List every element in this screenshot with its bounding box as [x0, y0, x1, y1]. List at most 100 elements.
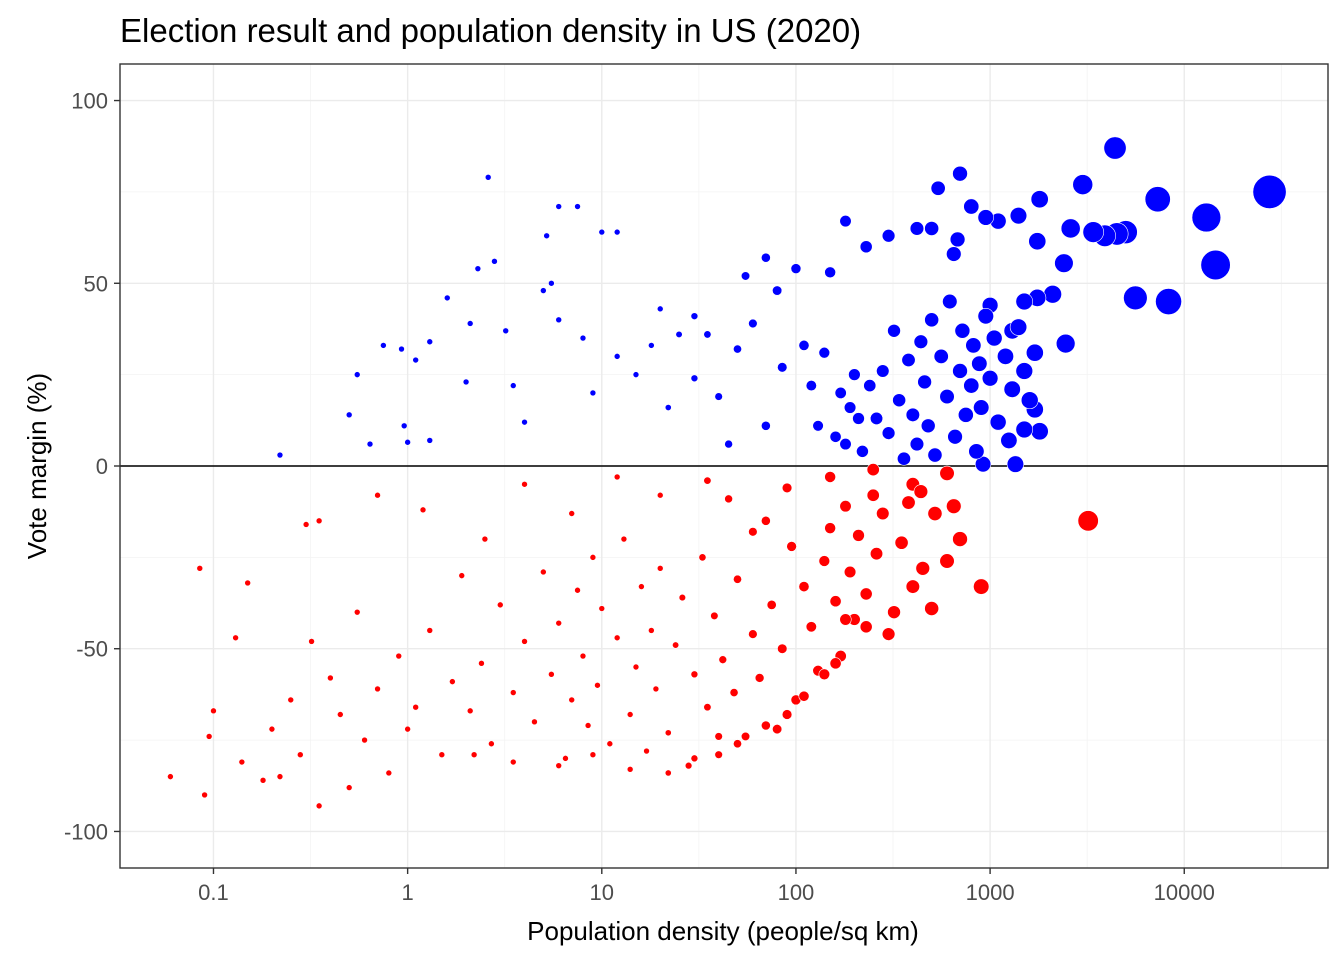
data-point	[913, 334, 929, 349]
data-point	[754, 673, 765, 683]
data-point	[385, 769, 393, 777]
data-point	[353, 608, 361, 616]
data-point	[496, 601, 504, 609]
data-point	[714, 392, 723, 401]
data-point	[703, 703, 712, 712]
data-point	[521, 480, 528, 488]
data-point	[443, 294, 451, 302]
data-point	[859, 587, 873, 601]
data-point	[555, 203, 563, 210]
data-point	[818, 668, 831, 681]
data-point	[589, 554, 597, 561]
data-point	[974, 456, 992, 473]
data-point	[481, 535, 489, 543]
data-point	[843, 401, 857, 414]
data-point	[488, 740, 495, 748]
data-point	[798, 581, 810, 593]
data-point	[395, 652, 403, 660]
data-point	[1015, 292, 1034, 311]
data-point	[927, 506, 943, 521]
data-point	[952, 531, 968, 547]
data-point	[714, 750, 723, 759]
data-point	[509, 758, 517, 766]
data-point	[869, 411, 884, 426]
data-point	[856, 445, 869, 458]
data-point	[509, 382, 517, 389]
data-point	[297, 751, 304, 759]
data-point	[881, 627, 896, 641]
data-point	[913, 484, 929, 499]
data-point	[1054, 253, 1074, 273]
data-point	[268, 725, 276, 733]
data-point	[449, 678, 456, 685]
data-point	[543, 232, 550, 240]
data-point	[579, 334, 587, 342]
data-point	[733, 739, 742, 749]
x-axis-title: Population density (people/sq km)	[527, 916, 919, 946]
data-point	[1077, 510, 1099, 532]
data-point	[724, 439, 733, 449]
data-point	[863, 379, 877, 393]
axis-ticks: 0.1 1 10 100 1000 10000 100 50 0 -50 -100	[64, 89, 1215, 905]
data-point	[244, 579, 251, 587]
data-point	[400, 422, 408, 430]
data-point	[798, 339, 810, 351]
data-point	[981, 370, 999, 387]
data-point	[869, 547, 884, 561]
data-point	[876, 364, 890, 378]
y-axis-title: Vote margin (%)	[22, 373, 52, 559]
data-point	[917, 374, 932, 390]
data-point	[710, 611, 719, 620]
data-point	[594, 681, 601, 689]
data-point	[426, 338, 434, 346]
data-point	[892, 393, 907, 408]
data-point	[374, 685, 381, 693]
data-point	[404, 725, 411, 733]
data-point	[568, 510, 576, 517]
data-point	[740, 731, 751, 742]
data-point	[829, 657, 842, 670]
data-point	[973, 578, 990, 595]
data-point	[766, 599, 777, 610]
data-point	[470, 751, 478, 759]
data-point	[690, 670, 699, 679]
data-point	[675, 330, 683, 339]
data-point	[398, 345, 405, 353]
data-point	[760, 420, 771, 431]
data-point	[834, 386, 847, 399]
data-point	[748, 629, 758, 639]
data-point	[1144, 186, 1171, 213]
data-point	[887, 323, 901, 338]
data-point	[852, 412, 865, 425]
data-point	[690, 374, 699, 383]
data-point	[308, 638, 315, 645]
data-point	[740, 271, 751, 281]
data-point	[946, 246, 962, 262]
data-point	[548, 671, 555, 678]
data-points	[167, 136, 1287, 810]
data-point	[939, 465, 955, 481]
data-point	[574, 203, 581, 210]
data-point	[613, 228, 621, 236]
data-point	[626, 711, 634, 718]
data-point	[521, 638, 528, 645]
data-point	[374, 491, 381, 499]
data-point	[672, 641, 680, 649]
data-point	[478, 660, 485, 667]
data-point	[345, 784, 353, 791]
data-point	[971, 355, 988, 372]
data-point	[920, 418, 936, 434]
data-point	[1003, 380, 1021, 398]
data-point	[824, 522, 836, 534]
x-tick-label: 10000	[1154, 880, 1215, 905]
data-point	[1000, 431, 1018, 449]
data-point	[839, 500, 852, 513]
x-tick-label: 1000	[966, 880, 1015, 905]
data-point	[748, 318, 758, 329]
data-point	[287, 696, 295, 704]
data-point	[1200, 249, 1231, 281]
data-point	[613, 634, 621, 642]
data-point	[848, 368, 861, 381]
data-point	[584, 722, 592, 729]
